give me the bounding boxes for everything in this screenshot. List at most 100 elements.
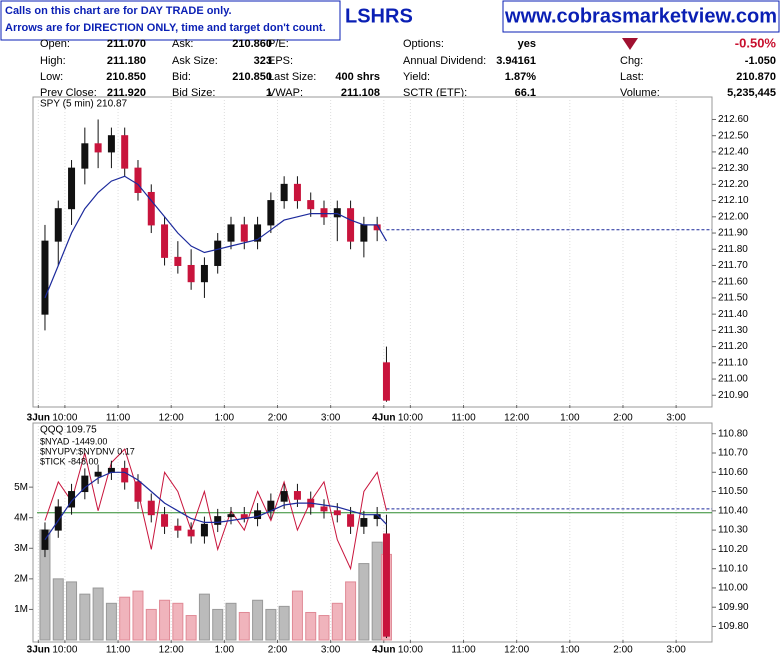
x-tick-label: 4Jun (372, 645, 395, 656)
quote-value: 210.850 (106, 71, 146, 83)
volume-bar (105, 602, 117, 641)
overlay-line (44, 448, 387, 571)
quote-label: Open: (40, 38, 70, 50)
x-tick-label: 10:00 (52, 645, 77, 656)
quote-value: -1.050 (745, 55, 776, 67)
quote-label: SCTR (ETF): (403, 87, 467, 99)
candle-body (360, 518, 368, 527)
candle-body (293, 183, 301, 202)
volume-bar (159, 599, 171, 641)
candle-body (333, 208, 341, 218)
x-tick-label: 11:00 (451, 413, 476, 424)
x-tick-label: 3:00 (666, 645, 686, 656)
volume-bar (371, 541, 383, 641)
x-tick-label: 10:00 (52, 413, 77, 424)
volume-bar (119, 596, 131, 641)
panel-title: QQQ 109.75 (40, 425, 97, 436)
legend-entry: $NYAD -1449.00 (40, 436, 107, 446)
quote-label: Volume: (620, 87, 660, 99)
candle-body (214, 240, 222, 266)
panel-frame (32, 96, 713, 408)
quote-label: EPS: (268, 55, 293, 67)
candle-body (107, 135, 115, 153)
candle-body (200, 264, 208, 283)
candle-body (280, 183, 288, 202)
candle-body (267, 200, 275, 226)
volume-bar (238, 611, 250, 641)
candle-body (161, 514, 169, 527)
volume-bar (79, 593, 91, 641)
quote-value: 1.87% (505, 71, 536, 83)
x-tick-label: 12:00 (504, 413, 529, 424)
quote-label: Ask: (172, 38, 193, 50)
x-tick-label: 3:00 (321, 645, 341, 656)
candle-body (254, 224, 262, 242)
volume-bar (265, 608, 277, 641)
panel-title: SPY (5 min) 210.87 (40, 99, 128, 110)
y2-tick-label: 2M (14, 573, 28, 584)
volume-bar (252, 599, 264, 641)
quote-label: Bid: (172, 71, 191, 83)
candle-body (227, 224, 235, 242)
y-tick-label: 211.80 (718, 244, 748, 255)
x-tick-label: 2:00 (613, 645, 633, 656)
quote-label: Last Size: (268, 71, 316, 83)
candle-body (174, 256, 182, 266)
quote-value: 5,235,445 (727, 87, 776, 99)
x-tick-label: 1:00 (215, 645, 235, 656)
quote-value: 210.860 (232, 38, 272, 50)
y-tick-label: 110.00 (718, 583, 748, 594)
notice-line: Calls on this chart are for DAY TRADE on… (5, 5, 232, 17)
candle-body (68, 491, 76, 508)
volume-bar (291, 590, 303, 641)
quote-label: Ask Size: (172, 55, 218, 67)
candle-body (333, 510, 341, 516)
x-tick-label: 12:00 (159, 413, 184, 424)
moving-average (44, 175, 388, 299)
candle-body (134, 481, 142, 502)
down-arrow (622, 38, 638, 50)
candle-body (240, 224, 248, 242)
quote-value: 323 (254, 55, 272, 67)
y-tick-label: 212.30 (718, 163, 749, 174)
y-tick-label: 212.50 (718, 130, 749, 141)
candle-body (68, 167, 76, 210)
candle-body (187, 529, 195, 537)
x-tick-label: 2:00 (613, 413, 633, 424)
quote-label: P/E: (268, 38, 289, 50)
quote-label: Chg: (620, 55, 643, 67)
quote-value: 210.870 (736, 71, 776, 83)
volume-bar (278, 605, 290, 641)
y2-tick-label: 5M (14, 482, 28, 493)
candle-body (307, 200, 315, 210)
x-tick-label: 12:00 (504, 645, 529, 656)
y-tick-label: 109.80 (718, 621, 749, 632)
y-tick-label: 210.90 (718, 390, 749, 401)
y-tick-label: 110.50 (718, 486, 748, 497)
candle-body (147, 191, 155, 226)
candle-body (174, 525, 182, 531)
notice-line: Arrows are for DIRECTION ONLY, time and … (5, 22, 326, 34)
x-tick-label: 2:00 (268, 413, 288, 424)
candle-body (280, 491, 288, 502)
y-tick-label: 110.70 (718, 448, 748, 459)
candle-body (347, 514, 355, 527)
quote-value: yes (518, 38, 536, 50)
site-box (502, 0, 780, 33)
y-tick-label: 212.40 (718, 147, 749, 158)
candle-body (382, 533, 390, 637)
y-tick-label: 212.60 (718, 114, 749, 125)
volume-bar (345, 581, 357, 641)
y-tick-label: 110.60 (718, 467, 748, 478)
quote-label: High: (40, 55, 66, 67)
candle-body (320, 208, 328, 218)
x-tick-label: 11:00 (451, 645, 476, 656)
y-tick-label: 110.30 (718, 525, 748, 536)
candle-body (54, 208, 62, 242)
x-tick-label: 11:00 (106, 413, 131, 424)
volume-bar (172, 602, 184, 641)
quote-label: Yield: (403, 71, 430, 83)
x-tick-label: 3:00 (321, 413, 341, 424)
candle-body (81, 143, 89, 169)
